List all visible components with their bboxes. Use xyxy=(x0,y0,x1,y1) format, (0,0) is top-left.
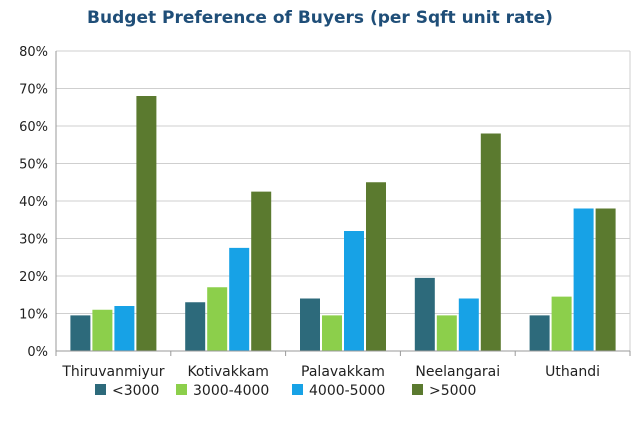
x-tick-label: Kotivakkam xyxy=(187,364,268,380)
bar xyxy=(70,315,91,351)
bar xyxy=(436,315,457,351)
y-tick-label: 40% xyxy=(19,195,48,210)
bar xyxy=(185,302,206,351)
legend-swatch xyxy=(95,384,106,395)
legend: <3000 3000-4000 4000-5000 >5000 xyxy=(95,383,476,399)
legend-label: 4000-5000 xyxy=(309,383,385,399)
bar xyxy=(414,277,435,351)
bar xyxy=(322,315,342,351)
bar xyxy=(366,182,386,351)
bar xyxy=(529,315,550,351)
legend-label: >5000 xyxy=(429,383,476,399)
bar xyxy=(573,208,594,351)
chart-title: Budget Preference of Buyers (per Sqft un… xyxy=(87,8,553,28)
bar xyxy=(595,208,616,351)
bar xyxy=(229,247,250,351)
bar xyxy=(92,309,113,351)
y-tick-label: 60% xyxy=(19,120,48,135)
bar xyxy=(458,298,479,351)
x-tick-label: Thiruvanmiyur xyxy=(61,364,164,380)
x-tick-label: Uthandi xyxy=(545,364,600,380)
bar xyxy=(207,287,228,351)
legend-swatch xyxy=(292,384,303,395)
y-tick-label: 30% xyxy=(19,233,48,248)
y-tick-label: 80% xyxy=(19,45,48,60)
bar xyxy=(480,133,501,351)
x-tick-label: Neelangarai xyxy=(415,364,500,380)
legend-swatch xyxy=(176,384,187,395)
y-tick-label: 20% xyxy=(19,270,48,285)
y-tick-label: 50% xyxy=(19,158,48,173)
y-tick-label: 10% xyxy=(19,308,48,323)
y-tick-label: 70% xyxy=(19,83,48,98)
legend-label: 3000-4000 xyxy=(193,383,269,399)
bar xyxy=(300,298,320,351)
bars-layer xyxy=(70,96,616,351)
legend-label: <3000 xyxy=(112,383,159,399)
bar xyxy=(251,191,272,351)
bar xyxy=(344,231,364,351)
y-tick-label: 0% xyxy=(27,345,48,360)
axis-layer: 0% 10% 20% 30% 40% 50% 60% 70% 80% Thiruvanmiyur K… xyxy=(19,45,631,380)
bar xyxy=(551,296,572,351)
bar xyxy=(136,96,157,351)
legend-swatch xyxy=(412,384,423,395)
x-tick-label: Palavakkam xyxy=(301,364,385,380)
bar xyxy=(114,306,135,351)
